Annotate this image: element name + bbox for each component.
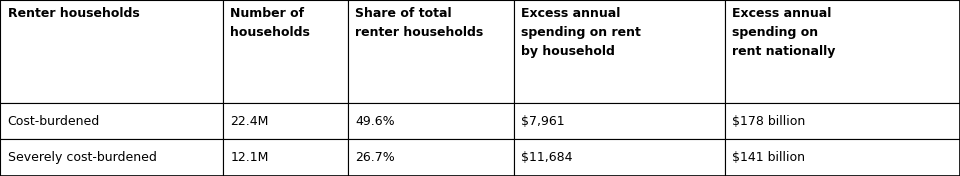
Bar — [0, 103, 223, 139]
Text: 26.7%: 26.7% — [355, 151, 395, 164]
Text: Share of total
renter households: Share of total renter households — [355, 7, 484, 39]
Bar — [348, 139, 514, 176]
Bar — [0, 0, 223, 103]
Text: Severely cost-burdened: Severely cost-burdened — [8, 151, 156, 164]
Bar — [725, 139, 960, 176]
Text: Renter households: Renter households — [8, 7, 139, 20]
Bar — [514, 103, 725, 139]
Bar — [514, 0, 725, 103]
Text: Excess annual
spending on rent
by household: Excess annual spending on rent by househ… — [521, 7, 641, 58]
Bar — [348, 0, 514, 103]
Text: 49.6%: 49.6% — [355, 115, 395, 128]
Text: 22.4M: 22.4M — [230, 115, 269, 128]
Text: $7,961: $7,961 — [521, 115, 564, 128]
Text: 12.1M: 12.1M — [230, 151, 269, 164]
Bar — [514, 139, 725, 176]
Text: $11,684: $11,684 — [521, 151, 573, 164]
Bar — [223, 0, 348, 103]
Bar — [0, 139, 223, 176]
Bar — [348, 103, 514, 139]
Text: $141 billion: $141 billion — [732, 151, 805, 164]
Bar — [223, 103, 348, 139]
Text: Excess annual
spending on
rent nationally: Excess annual spending on rent nationall… — [732, 7, 836, 58]
Bar — [223, 139, 348, 176]
Text: Cost-burdened: Cost-burdened — [8, 115, 100, 128]
Text: $178 billion: $178 billion — [732, 115, 805, 128]
Text: Number of
households: Number of households — [230, 7, 310, 39]
Bar — [725, 103, 960, 139]
Bar — [725, 0, 960, 103]
